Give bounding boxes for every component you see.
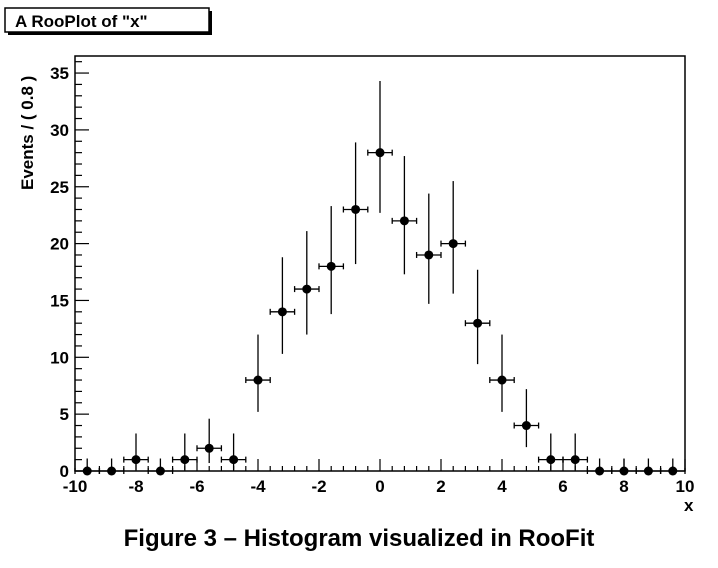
marker — [229, 455, 239, 465]
data-point — [611, 458, 637, 476]
chart-svg: A RooPlot of "x" -10 -8 -6 -4 -2 0 2 4 6 8 10 0 5 10… — [4, 7, 695, 515]
y-tick-label: 15 — [50, 291, 69, 310]
data-point — [635, 458, 662, 476]
data-point — [415, 193, 442, 304]
marker — [595, 466, 605, 476]
y-tick-label: 35 — [50, 64, 69, 83]
y-tick-label: 10 — [50, 348, 69, 367]
y-axis-ticks — [75, 61, 89, 472]
x-axis-ticks — [74, 459, 686, 471]
marker — [375, 148, 385, 158]
marker — [570, 455, 580, 465]
x-tick-label: 8 — [619, 477, 628, 496]
x-tick-label: 2 — [436, 477, 445, 496]
data-point — [367, 81, 393, 213]
data-point — [220, 433, 247, 470]
marker — [155, 466, 165, 476]
x-tick-label: -10 — [63, 477, 88, 496]
marker — [448, 239, 458, 249]
marker — [253, 375, 263, 385]
data-point — [513, 389, 540, 448]
x-tick-label: 0 — [375, 477, 384, 496]
marker — [302, 284, 312, 294]
data-point — [586, 458, 613, 476]
data-point — [562, 433, 589, 470]
marker — [643, 466, 653, 476]
data-point — [440, 181, 467, 294]
data-point — [196, 418, 223, 464]
y-axis-label: Events / ( 0.8 ) — [18, 76, 37, 190]
y-tick-label: 30 — [50, 121, 69, 140]
y-tick-label: 5 — [60, 405, 69, 424]
y-tick-label: 20 — [50, 235, 69, 254]
data-point — [537, 433, 564, 470]
data-point — [342, 142, 369, 265]
data-point — [123, 433, 149, 470]
marker — [82, 466, 92, 476]
chart-title: A RooPlot of "x" — [15, 12, 148, 31]
marker — [497, 375, 507, 385]
x-tick-label: -8 — [128, 477, 143, 496]
marker — [204, 443, 214, 453]
y-tick-label: 25 — [50, 178, 69, 197]
x-tick-label: 10 — [676, 477, 695, 496]
data-point — [464, 269, 491, 365]
marker — [131, 455, 141, 465]
data-point — [245, 334, 271, 412]
x-tick-label: 6 — [558, 477, 567, 496]
marker — [351, 204, 361, 214]
x-axis-label: x — [684, 496, 694, 515]
data-point — [98, 458, 125, 476]
figure-caption: Figure 3 – Histogram visualized in RooFi… — [123, 525, 595, 552]
marker — [399, 216, 409, 226]
marker — [107, 466, 117, 476]
data-point — [293, 231, 320, 335]
data-point — [391, 156, 418, 275]
data-point — [489, 334, 515, 412]
marker — [668, 466, 678, 476]
marker — [326, 261, 336, 271]
marker — [619, 466, 629, 476]
x-tick-label: 4 — [497, 477, 507, 496]
data-point — [147, 458, 174, 476]
data-point — [269, 257, 296, 354]
x-tick-label: -4 — [250, 477, 266, 496]
y-axis-tick-labels: 0 5 10 15 20 25 30 35 — [50, 64, 69, 481]
title-box-frame — [4, 7, 210, 33]
marker — [424, 250, 434, 260]
data-point — [318, 206, 345, 315]
data-point — [659, 458, 686, 476]
marker — [473, 318, 483, 328]
title-box: A RooPlot of "x" — [4, 7, 212, 35]
data-point — [74, 458, 101, 476]
marker — [521, 421, 531, 431]
data-point — [171, 433, 198, 470]
x-tick-label: -2 — [311, 477, 326, 496]
x-axis-tick-labels: -10 -8 -6 -4 -2 0 2 4 6 8 10 — [63, 477, 695, 496]
data-points — [74, 81, 686, 476]
y-tick-label: 0 — [60, 462, 69, 481]
x-tick-label: -6 — [189, 477, 204, 496]
marker — [180, 455, 190, 465]
marker — [277, 307, 287, 317]
marker — [546, 455, 556, 465]
